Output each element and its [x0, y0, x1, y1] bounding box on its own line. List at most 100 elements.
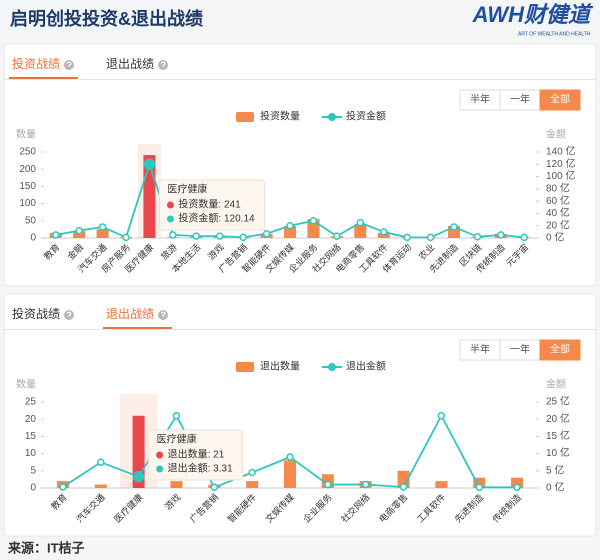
y2-tick-label: 20 亿 — [546, 218, 570, 231]
line-point — [143, 158, 156, 170]
line-point — [122, 233, 130, 242]
bar — [246, 481, 259, 488]
legend-swatch-dot — [328, 113, 336, 121]
line-point — [309, 217, 318, 225]
y-tick-label: 15 — [25, 431, 37, 442]
y-tick-label: 25 — [25, 397, 37, 408]
range-button-label[interactable]: 半年 — [470, 343, 490, 356]
y-tick-label: 0 — [30, 233, 36, 244]
y2-tick-label: 80 亿 — [546, 181, 570, 194]
y2-tick-label: 60 亿 — [546, 194, 570, 207]
y2-axis-title: 金额 — [546, 378, 566, 391]
legend-swatch — [236, 362, 254, 372]
line-point — [497, 231, 505, 239]
bar — [94, 484, 107, 488]
line-point — [426, 233, 435, 242]
source-note: 来源：IT桔子 — [7, 540, 85, 555]
tooltip — [158, 179, 266, 231]
line-point — [215, 232, 224, 240]
bar — [473, 477, 486, 488]
y2-tick-label: 40 亿 — [546, 206, 570, 219]
y2-tick-label: 0 亿 — [546, 481, 564, 494]
range-button-label[interactable]: 全部 — [550, 93, 570, 106]
tooltip-line: 退出数量: 21 — [168, 448, 225, 461]
page-title: 启明创投投资&退出战绩 — [10, 8, 203, 29]
line-point — [333, 232, 341, 240]
y2-tick-label: 140 亿 — [546, 145, 575, 158]
bar — [170, 481, 183, 488]
y-tick-label: 50 — [25, 215, 37, 226]
range-button-label[interactable]: 半年 — [470, 93, 490, 106]
y-tick-label: 100 — [19, 198, 36, 209]
legend-swatch — [236, 112, 254, 122]
y-tick-label: 250 — [19, 147, 36, 158]
y2-axis-title: 金额 — [546, 128, 566, 141]
tooltip-dot — [156, 451, 164, 459]
help-icon-mark — [66, 311, 72, 317]
y2-tick-label: 25 亿 — [546, 395, 570, 408]
bar — [511, 477, 524, 488]
tab[interactable]: 退出战绩 — [106, 307, 154, 321]
y2-tick-label: 20 亿 — [546, 412, 570, 425]
line-point — [75, 226, 83, 235]
y2-tick-label: 120 亿 — [546, 157, 575, 170]
tooltip — [148, 429, 244, 481]
line-point — [450, 223, 458, 231]
line-point — [192, 232, 201, 240]
line-point — [437, 412, 446, 420]
y2-tick-label: 10 亿 — [546, 446, 570, 459]
range-button[interactable] — [539, 339, 581, 361]
range-button[interactable] — [539, 89, 581, 111]
line-point — [403, 233, 411, 242]
line-point — [379, 228, 388, 236]
bar — [132, 415, 145, 488]
line-point — [172, 412, 181, 420]
tab[interactable]: 投资战绩 — [12, 56, 60, 71]
bar — [96, 229, 109, 238]
y-tick-label: 0 — [30, 483, 36, 494]
y-tick-label: 5 — [30, 465, 36, 476]
line-point — [361, 480, 370, 489]
tab[interactable]: 投资战绩 — [12, 306, 60, 321]
line-point — [356, 218, 365, 227]
legend-label: 投资数量 — [260, 110, 300, 123]
bar — [284, 460, 296, 488]
y2-tick-label: 100 亿 — [546, 169, 575, 182]
tooltip-title: 医疗健康 — [157, 433, 197, 446]
line-point — [210, 483, 219, 492]
y2-tick-label: 0 亿 — [546, 231, 564, 244]
tab[interactable]: 退出战绩 — [106, 57, 154, 71]
legend-label: 退出数量 — [260, 360, 300, 373]
tooltip-line: 投资数量: 241 — [178, 198, 241, 211]
tooltip-line: 投资金额: 120.14 — [178, 212, 255, 225]
y-axis-title: 数量 — [16, 378, 36, 391]
legend-label: 投资金额 — [346, 110, 386, 123]
bar — [435, 481, 448, 488]
line-point — [286, 221, 294, 230]
range-button-label[interactable]: 全部 — [550, 343, 570, 356]
help-icon-mark — [160, 311, 166, 317]
line-point — [98, 223, 107, 231]
line-point — [59, 483, 67, 491]
tooltip-line: 退出金额: 3.31 — [168, 462, 233, 475]
range-button-label[interactable]: 一年 — [510, 343, 530, 356]
line-point — [248, 468, 256, 477]
tooltip-dot — [156, 465, 164, 473]
line-point — [520, 233, 529, 242]
line-point — [132, 470, 145, 483]
tooltip-dot — [166, 215, 174, 223]
line-point — [513, 483, 521, 492]
range-button-label[interactable]: 一年 — [510, 93, 530, 106]
line-point — [97, 458, 105, 466]
line-point — [262, 229, 271, 238]
y2-tick-label: 5 亿 — [546, 463, 564, 476]
y-tick-label: 150 — [19, 181, 36, 192]
legend-label: 退出金额 — [346, 360, 386, 373]
logo: AWH财健道 — [472, 2, 594, 27]
line-point — [473, 233, 482, 241]
line-point — [286, 453, 294, 461]
bar — [284, 225, 296, 238]
bar — [354, 224, 367, 238]
